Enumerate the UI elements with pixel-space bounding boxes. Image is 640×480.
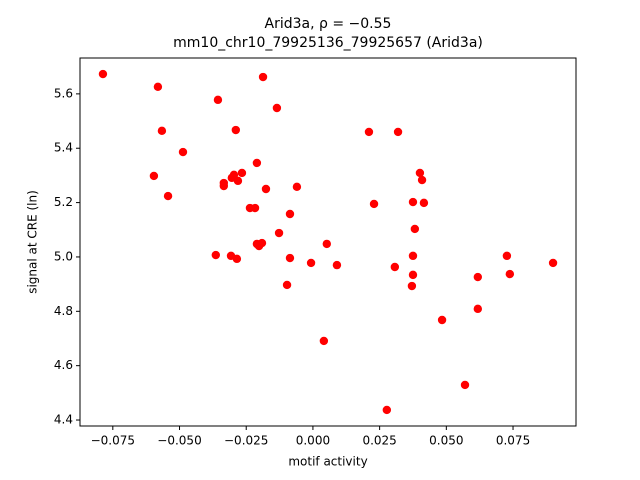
point (419, 198, 429, 208)
point (322, 239, 331, 249)
y-tick-label: 5.4 (54, 141, 73, 155)
y-axis-label: signal at CRE (ln) (26, 190, 40, 294)
y-tick-label: 4.8 (54, 304, 73, 318)
point (319, 336, 329, 346)
point (274, 228, 284, 238)
x-tick-label: −0.075 (91, 434, 135, 448)
x-tick-label: 0.025 (362, 434, 396, 448)
point (306, 258, 316, 268)
point (369, 199, 379, 209)
point (282, 280, 292, 290)
x-axis-label: motif activity (288, 455, 367, 469)
x-tick-label: −0.025 (224, 434, 268, 448)
point (149, 171, 159, 181)
point (153, 82, 163, 92)
point (410, 224, 420, 234)
plot-frame (79, 57, 577, 427)
point (219, 181, 229, 191)
point (408, 270, 418, 280)
point (231, 125, 241, 135)
point (408, 251, 418, 261)
y-tick-label: 4.4 (54, 413, 73, 427)
point (98, 69, 108, 79)
point (364, 127, 374, 137)
point (285, 209, 295, 219)
point (407, 281, 417, 291)
point (417, 175, 427, 185)
chart-title: Arid3a, ρ = −0.55 (265, 16, 392, 32)
point (332, 260, 342, 270)
point (473, 304, 483, 314)
point (213, 95, 223, 105)
point (211, 250, 221, 260)
point (233, 176, 243, 186)
y-tick-label: 5.2 (54, 195, 73, 209)
x-tick-label: 0.075 (496, 434, 530, 448)
point (415, 168, 425, 178)
point (393, 127, 403, 137)
point (252, 158, 262, 168)
point (292, 182, 302, 192)
point (473, 272, 483, 282)
point (505, 269, 515, 279)
point (178, 147, 188, 157)
point (437, 315, 447, 325)
point (237, 168, 247, 178)
point (229, 170, 239, 180)
point (232, 254, 242, 264)
point (254, 241, 264, 251)
point (460, 380, 470, 390)
point (258, 72, 268, 82)
point (272, 103, 282, 113)
x-tick-label: 0.000 (296, 434, 330, 448)
x-tick-label: 0.050 (429, 434, 463, 448)
chart-subtitle: mm10_chr10_79925136_79925657 (Arid3a) (173, 35, 483, 51)
y-tick-label: 5.6 (54, 86, 73, 100)
point (548, 258, 558, 268)
point (285, 253, 295, 263)
point (390, 262, 400, 272)
point (250, 203, 260, 213)
point (157, 126, 167, 136)
point (163, 191, 173, 201)
point (382, 405, 392, 415)
point (502, 251, 512, 261)
point (408, 197, 418, 207)
point (261, 184, 271, 194)
y-tick-label: 5.0 (54, 249, 73, 263)
x-tick-label: −0.050 (157, 434, 201, 448)
y-tick-label: 4.6 (54, 358, 73, 372)
